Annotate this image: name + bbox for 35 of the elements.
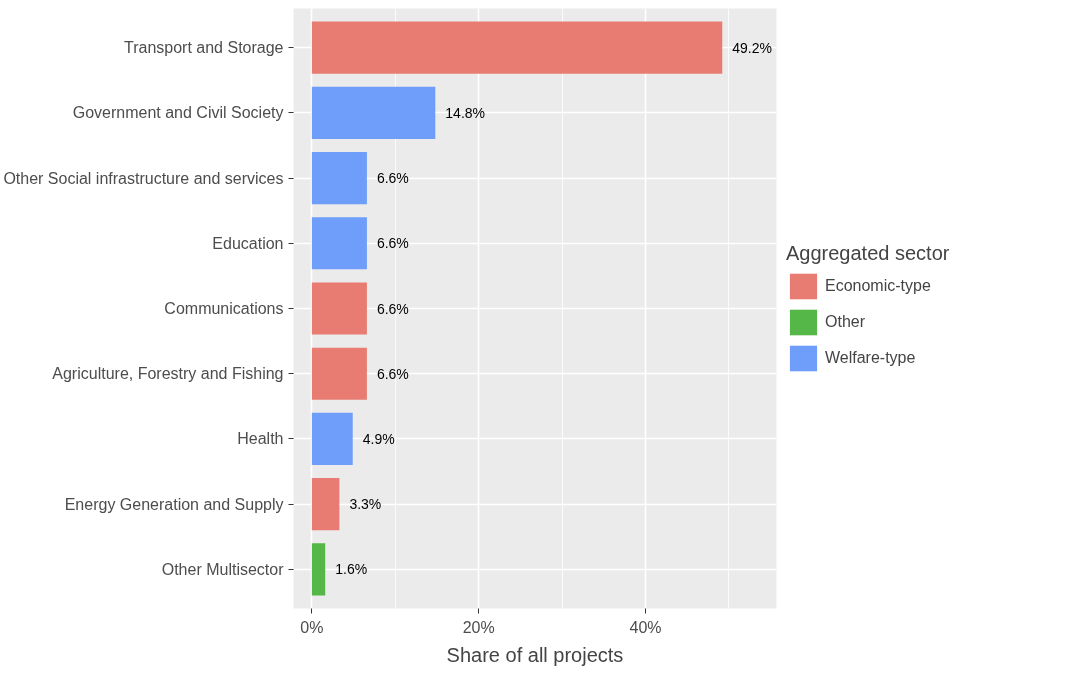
bar	[311, 86, 436, 139]
bar	[311, 543, 326, 596]
y-tick-label: Transport and Storage	[124, 39, 284, 57]
legend-label: Other	[825, 313, 866, 331]
x-tick-label: 40%	[629, 618, 662, 636]
y-tick-label: Other Social infrastructure and services	[3, 169, 284, 187]
bar	[311, 478, 340, 531]
bar	[311, 151, 367, 205]
data-label: 1.6%	[335, 561, 368, 578]
data-label: 6.6%	[376, 170, 409, 187]
y-tick-label: Education	[212, 234, 284, 252]
x-tick-label: 0%	[300, 618, 324, 636]
legend-label: Economic-type	[825, 277, 931, 295]
data-label: 14.8%	[445, 104, 486, 121]
y-tick-label: Agriculture, Forestry and Fishing	[52, 365, 284, 383]
y-tick-label: Health	[237, 430, 284, 448]
bar	[311, 412, 353, 466]
legend-title: Aggregated sector	[786, 242, 950, 265]
y-tick-label: Communications	[164, 300, 284, 317]
bar	[311, 347, 367, 400]
y-tick-label: Energy Generation and Supply	[64, 495, 284, 513]
x-tick-label: 20%	[462, 618, 495, 636]
data-label: 49.2%	[732, 39, 772, 56]
bar	[311, 217, 367, 270]
y-tick-label: Government and Civil Society	[72, 104, 284, 122]
bar	[311, 21, 723, 74]
x-axis-title: Share of all projects	[446, 643, 624, 666]
data-label: 6.6%	[376, 235, 409, 252]
data-label: 6.6%	[376, 365, 409, 382]
data-label: 6.6%	[376, 300, 409, 317]
data-label: 4.9%	[362, 430, 395, 447]
bar	[311, 282, 367, 335]
data-label: 3.3%	[349, 496, 382, 513]
y-tick-label: Other Multisector	[161, 560, 285, 578]
legend-label: Welfare-type	[825, 349, 916, 367]
